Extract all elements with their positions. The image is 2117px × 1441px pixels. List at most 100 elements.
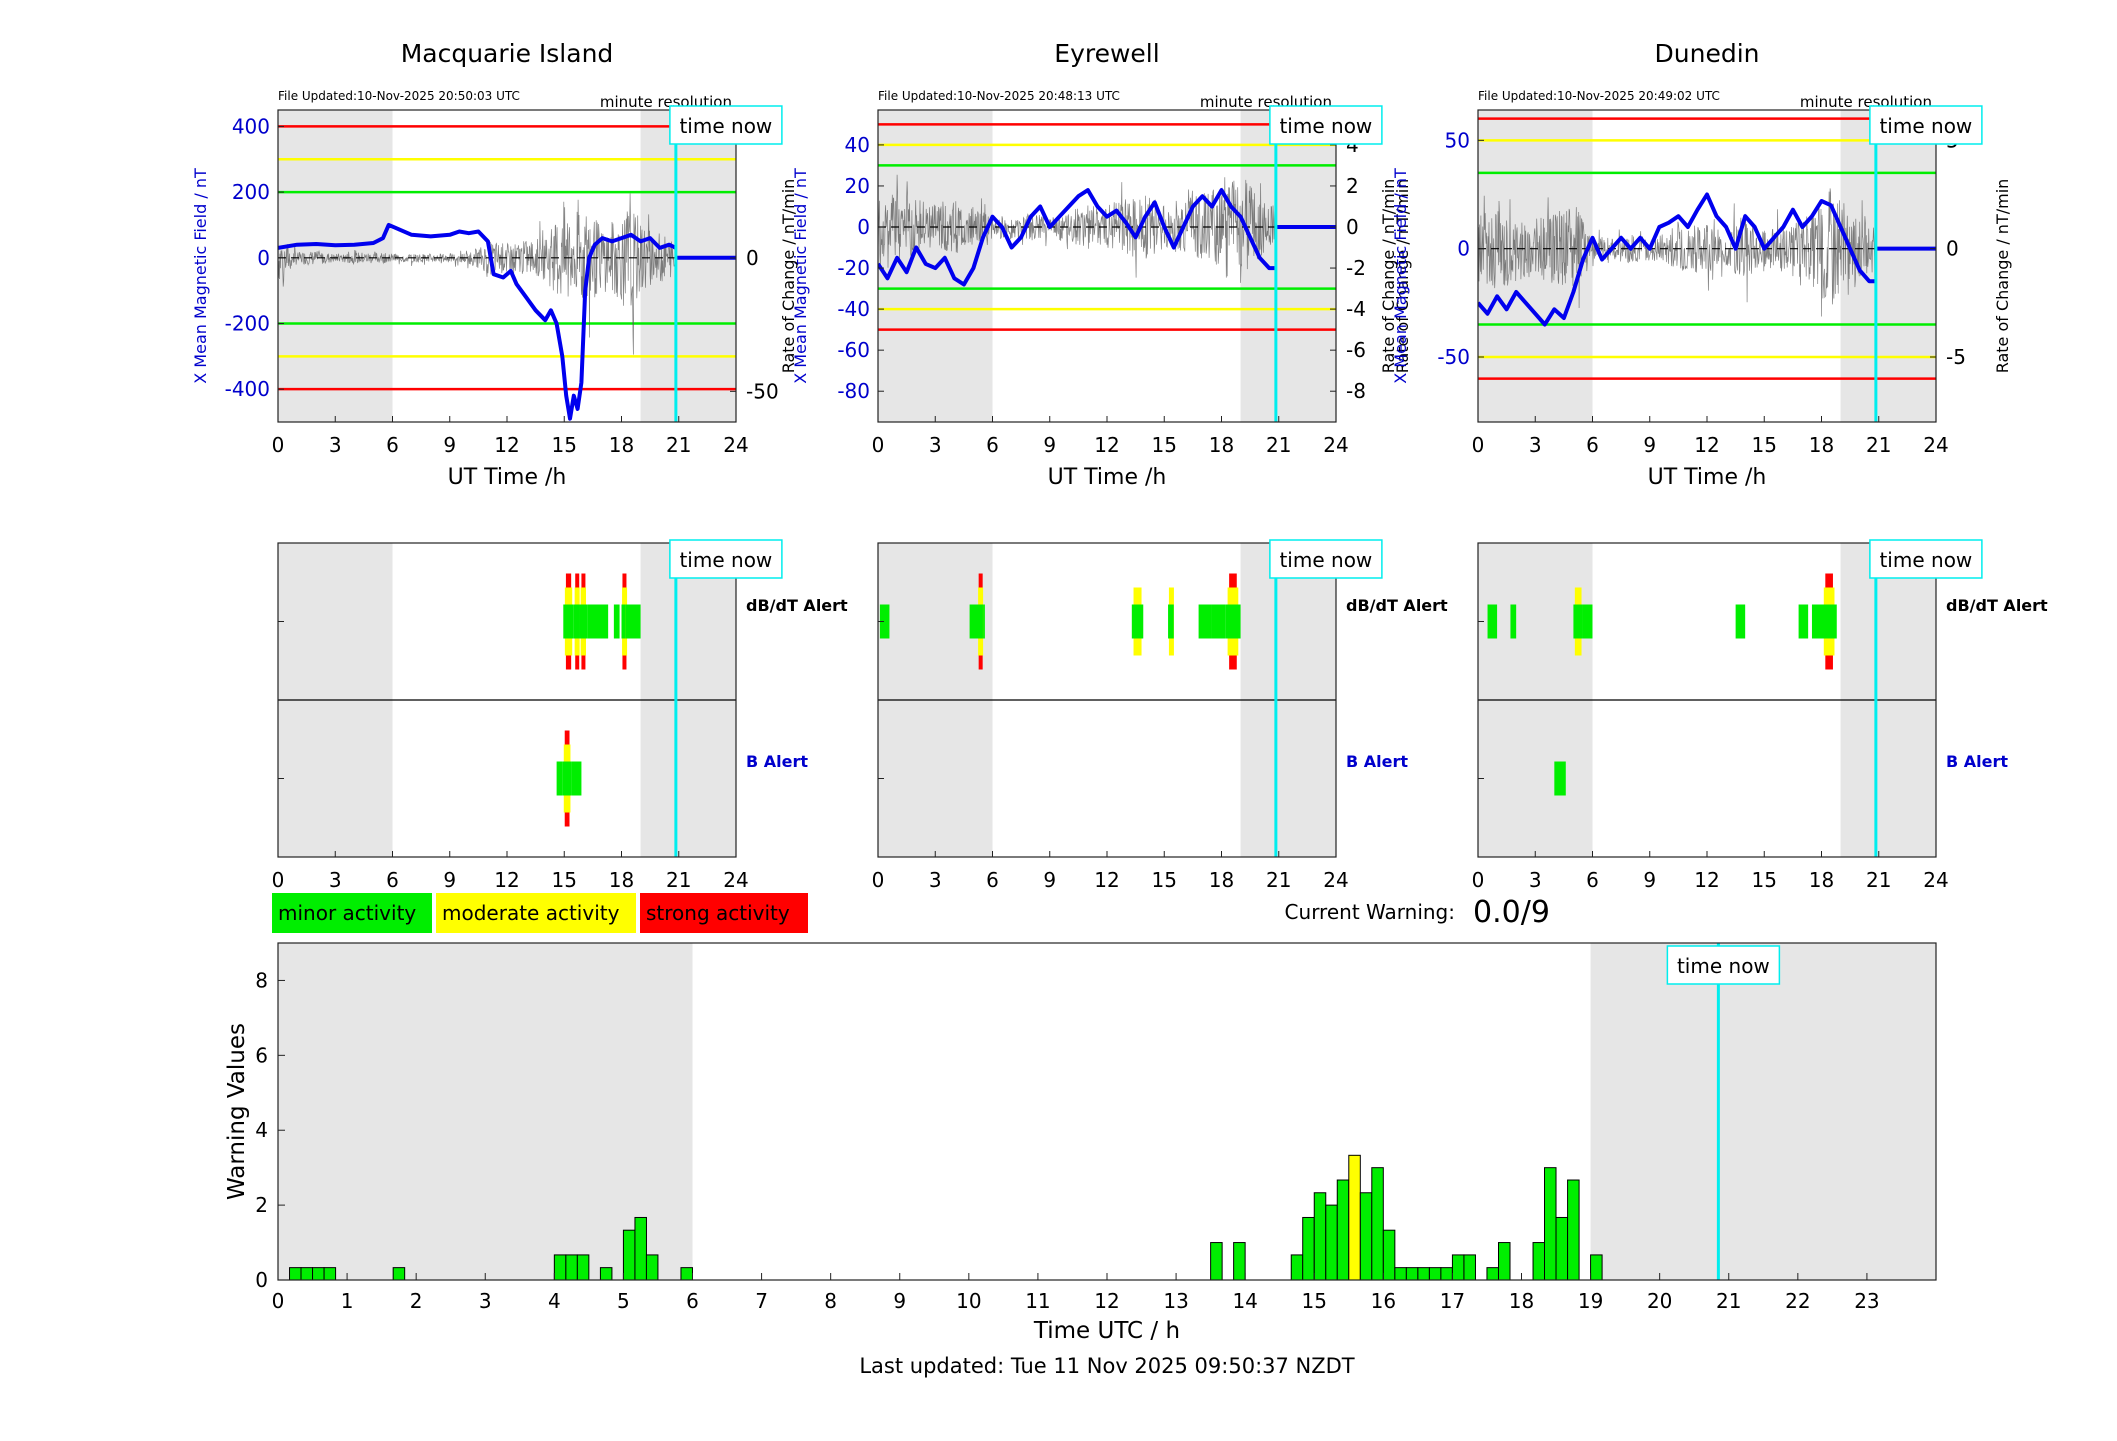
- magnetic-field-trace: [1478, 192, 1876, 327]
- station-title: Dunedin: [1655, 39, 1760, 68]
- right-tick-label: 2: [1346, 174, 1359, 198]
- dbdt-alert-minor: [1821, 604, 1837, 639]
- alert-x-tick-label: 3: [329, 868, 342, 892]
- legend-swatch-1: [436, 893, 636, 933]
- left-tick-label: 200: [232, 180, 270, 204]
- warning-bar: [1428, 1267, 1442, 1281]
- warning-bar: [565, 1254, 578, 1281]
- alert-x-tick-label: 3: [929, 868, 942, 892]
- left-tick-label: 20: [845, 174, 870, 198]
- warning-x-tick-label: 4: [548, 1289, 561, 1313]
- left-tick-label: -40: [837, 297, 870, 321]
- x-axis-label: UT Time /h: [448, 465, 567, 490]
- b-alert-label: B Alert: [1946, 752, 2008, 771]
- rate-of-change-trace: [1478, 188, 1877, 317]
- alert-time-now-label: time now: [1279, 548, 1372, 572]
- alert-x-tick-label: 9: [1643, 868, 1656, 892]
- warning-bar: [576, 1254, 590, 1281]
- right-tick-label: -2: [1346, 256, 1366, 280]
- x-tick-label: 18: [609, 433, 634, 457]
- time-now-box: [1269, 105, 1383, 145]
- alert-x-tick-label: 12: [1094, 868, 1119, 892]
- warning-x-tick-label: 8: [824, 1289, 837, 1313]
- alert-x-tick-label: 21: [666, 868, 691, 892]
- warning-y-tick-label: 8: [255, 968, 268, 992]
- warning-x-tick-label: 9: [893, 1289, 906, 1313]
- warning-x-tick-label: 20: [1647, 1289, 1672, 1313]
- warning-bar: [1394, 1267, 1407, 1281]
- warning-bar: [323, 1267, 337, 1281]
- time-now-box: [1869, 105, 1983, 145]
- warning-bar: [599, 1267, 613, 1281]
- warning-bar: [392, 1267, 406, 1281]
- dbdt-alert-minor: [1487, 604, 1498, 639]
- warning-x-tick-label: 3: [479, 1289, 492, 1313]
- field-plot-area: [278, 110, 736, 422]
- legend-swatch-0: [272, 893, 432, 933]
- station-panel-0: Macquarie Island4002000-200-400500-50036…: [191, 39, 848, 892]
- right-tick-label: 0: [746, 246, 759, 270]
- dbdt-alert-minor: [1225, 604, 1241, 639]
- x-axis-label: UT Time /h: [1048, 465, 1167, 490]
- x-tick-label: 15: [1752, 433, 1777, 457]
- dbdt-alert-minor: [1811, 604, 1822, 639]
- warning-x-tick-label: 15: [1302, 1289, 1327, 1313]
- alert-x-tick-label: 21: [1866, 868, 1891, 892]
- left-tick-label: 0: [857, 215, 870, 239]
- file-updated-text: File Updated:10-Nov-2025 20:49:02 UTC: [1478, 89, 1720, 103]
- warning-x-tick-label: 23: [1854, 1289, 1879, 1313]
- warning-night-shading: [278, 943, 693, 1280]
- warning-bar: [1590, 1254, 1603, 1281]
- warning-x-tick-label: 1: [341, 1289, 354, 1313]
- left-tick-label: -400: [225, 377, 270, 401]
- warning-y-tick-label: 6: [255, 1043, 268, 1067]
- alert-x-tick-label: 18: [1209, 868, 1234, 892]
- dbdt-alert-minor: [1510, 604, 1517, 639]
- y-left-axis-label: X Mean Magnetic Field / nT: [1391, 168, 1410, 384]
- alert-x-tick-label: 24: [1323, 868, 1348, 892]
- warning-bar: [1555, 1216, 1569, 1281]
- current-warning-label: Current Warning:: [1285, 900, 1455, 924]
- warning-bar: [1348, 1154, 1361, 1281]
- y-left-axis-label: X Mean Magnetic Field / nT: [791, 168, 810, 384]
- b-alert-minor: [556, 761, 563, 796]
- warning-bar: [1417, 1267, 1430, 1281]
- dbdt-alert-minor: [573, 604, 580, 639]
- x-tick-label: 0: [872, 433, 885, 457]
- alert-x-tick-label: 12: [1694, 868, 1719, 892]
- right-tick-label: -5: [1946, 345, 1966, 369]
- time-now-label: time now: [679, 114, 772, 138]
- alert-x-tick-label: 0: [272, 868, 285, 892]
- legend-label-0: minor activity: [278, 901, 416, 925]
- x-tick-label: 3: [329, 433, 342, 457]
- right-tick-label: -4: [1346, 297, 1366, 321]
- warning-bar: [1302, 1216, 1315, 1281]
- x-tick-label: 6: [1586, 433, 1599, 457]
- warning-bar: [1451, 1254, 1465, 1281]
- x-tick-label: 18: [1809, 433, 1834, 457]
- time-now-box: [669, 105, 783, 145]
- warning-bar: [1359, 1192, 1373, 1281]
- alert-x-tick-label: 15: [552, 868, 577, 892]
- alert-time-now-box: [1869, 539, 1983, 579]
- x-tick-label: 6: [986, 433, 999, 457]
- warning-x-tick-label: 12: [1094, 1289, 1119, 1313]
- time-now-label: time now: [1279, 114, 1372, 138]
- station-title: Eyrewell: [1054, 39, 1159, 68]
- x-tick-label: 21: [1866, 433, 1891, 457]
- x-tick-label: 21: [1266, 433, 1291, 457]
- alert-x-tick-label: 24: [723, 868, 748, 892]
- warning-bar: [1463, 1254, 1476, 1281]
- magnetic-field-trace: [878, 188, 1276, 287]
- warning-x-axis-label: Time UTC / h: [1033, 1318, 1180, 1344]
- x-tick-label: 21: [666, 433, 691, 457]
- night-shading: [1240, 110, 1336, 422]
- warning-x-tick-label: 14: [1232, 1289, 1257, 1313]
- night-shading: [278, 110, 393, 422]
- dbdt-alert-minor: [879, 604, 890, 639]
- alert-x-tick-label: 6: [1586, 868, 1599, 892]
- left-tick-label: 400: [232, 114, 270, 138]
- dbdt-alert-minor: [1582, 604, 1593, 639]
- rate-of-change-trace: [878, 174, 1277, 283]
